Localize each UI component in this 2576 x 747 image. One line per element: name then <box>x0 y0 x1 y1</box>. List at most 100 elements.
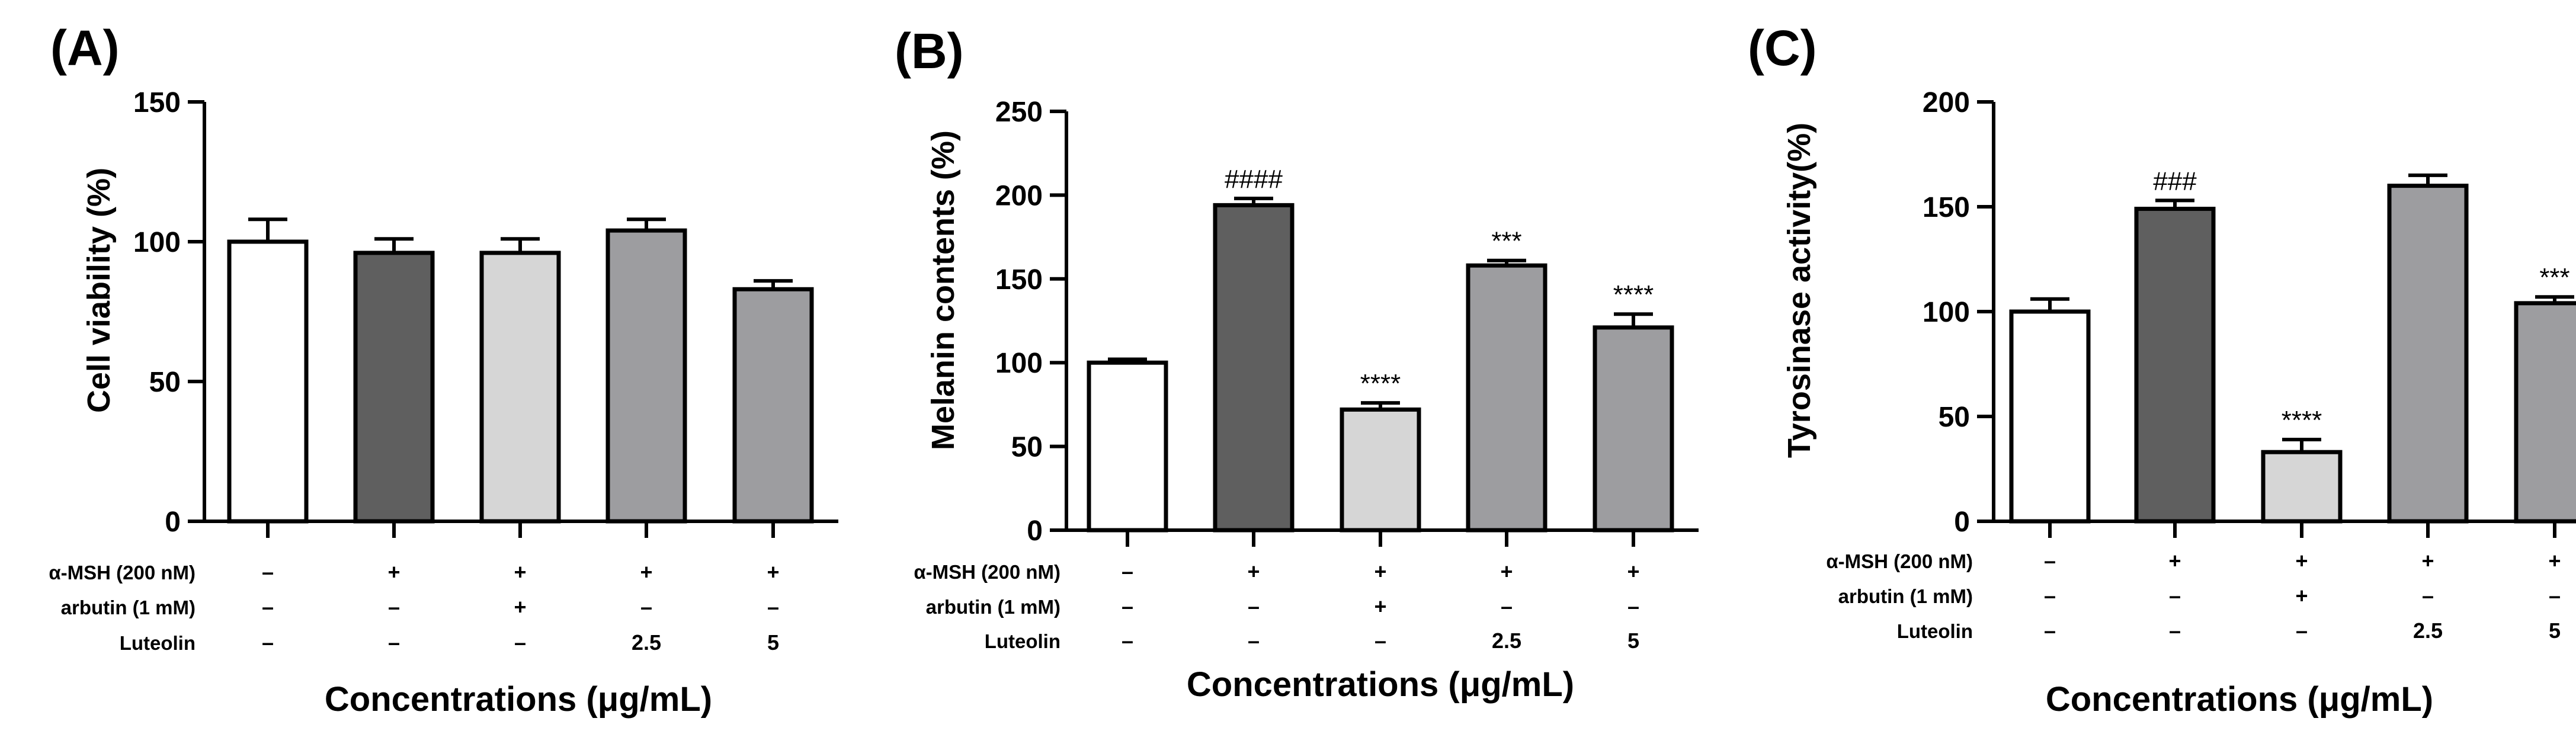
bar <box>353 251 435 524</box>
panel-c: (C) Tyrosinase activity(%) 0 50 100 150 200 ###… <box>1748 20 2576 719</box>
condition-cell: – <box>1122 559 1133 584</box>
significance-label: **** <box>2282 406 2322 435</box>
condition-cell: – <box>2169 584 2181 608</box>
bar <box>2261 450 2343 524</box>
condition-cell: + <box>1374 559 1386 584</box>
panel-label: (C) <box>1748 20 1817 76</box>
condition-cell: – <box>262 595 274 619</box>
y-tick-label: 150 <box>995 264 1043 296</box>
condition-cell: – <box>1122 629 1133 653</box>
condition-cell: – <box>1501 594 1513 618</box>
y-tick-label: 200 <box>995 180 1043 211</box>
condition-cell: – <box>2296 618 2308 643</box>
condition-cell: + <box>387 560 400 584</box>
condition-cell: + <box>1374 594 1386 618</box>
bar <box>1466 263 1547 533</box>
condition-cell: – <box>2549 584 2561 608</box>
condition-cell: + <box>2295 549 2308 573</box>
condition-row-label: Luteolin <box>985 630 1060 652</box>
condition-row-label: α-MSH (200 nM) <box>914 561 1060 583</box>
condition-cell: – <box>2169 618 2181 643</box>
y-tick-label: 100 <box>133 227 181 258</box>
bar <box>2134 207 2216 524</box>
y-tick-label: 250 <box>995 97 1043 128</box>
significance-label: #### <box>1225 165 1283 194</box>
condition-cell: – <box>1122 594 1133 618</box>
bar <box>1213 203 1295 533</box>
condition-cell: – <box>262 560 274 584</box>
y-tick-label: 50 <box>1011 432 1043 463</box>
condition-cell: – <box>2044 618 2056 643</box>
condition-cell: 2.5 <box>1492 629 1521 653</box>
bar <box>479 251 561 524</box>
condition-cell: 5 <box>767 630 779 655</box>
condition-cell: + <box>2168 549 2181 573</box>
condition-row-label: α-MSH (200 nM) <box>49 562 196 584</box>
condition-cell: 5 <box>2549 618 2561 643</box>
condition-cell: – <box>2044 549 2056 573</box>
bar <box>2514 301 2576 524</box>
y-axis-label: Tyrosinase activity(%) <box>1782 123 1817 458</box>
condition-cell: – <box>2422 584 2434 608</box>
condition-cell: – <box>1374 629 1386 653</box>
condition-row-label: arbutin (1 mM) <box>1838 585 1973 607</box>
y-tick-label: 50 <box>1939 402 1970 433</box>
condition-cell: – <box>767 595 779 619</box>
bar <box>1340 407 1421 533</box>
bar <box>2387 184 2469 524</box>
condition-cell: – <box>388 630 400 655</box>
condition-row-label: α-MSH (200 nM) <box>1826 550 1973 572</box>
y-tick-label: 50 <box>149 367 181 398</box>
condition-row-label: arbutin (1 mM) <box>61 597 196 618</box>
condition-cell: – <box>1627 594 1639 618</box>
y-tick-label: 200 <box>1923 87 1970 118</box>
condition-cell: – <box>2044 584 2056 608</box>
condition-cell: + <box>640 560 652 584</box>
bar <box>732 287 814 524</box>
panel-label: (B) <box>895 23 964 79</box>
significance-label: **** <box>1360 369 1401 398</box>
condition-row-label: Luteolin <box>120 632 196 654</box>
condition-cell: + <box>2295 584 2308 608</box>
condition-cell: – <box>262 630 274 655</box>
x-axis-label: Concentrations (μg/mL) <box>2046 680 2433 719</box>
condition-row-label: Luteolin <box>1897 620 1973 642</box>
y-tick-label: 150 <box>1923 192 1970 223</box>
condition-cell: – <box>388 595 400 619</box>
y-axis-label: Cell viability (%) <box>81 168 117 413</box>
condition-row-label: arbutin (1 mM) <box>926 596 1060 618</box>
condition-cell: 5 <box>1627 629 1639 653</box>
bar <box>605 228 687 524</box>
condition-cell: + <box>1247 559 1260 584</box>
condition-cell: – <box>1248 594 1260 618</box>
condition-cell: + <box>2548 549 2561 573</box>
condition-cell: + <box>1500 559 1513 584</box>
condition-cell: + <box>514 560 526 584</box>
condition-cell: – <box>1248 629 1260 653</box>
bar <box>2009 309 2091 524</box>
significance-label: ### <box>2153 166 2197 195</box>
condition-cell: + <box>1627 559 1639 584</box>
significance-label: **** <box>1613 280 1654 309</box>
bar <box>227 239 309 524</box>
y-tick-label: 150 <box>133 87 181 118</box>
panel-b: (B) Melanin contents (%) 0 50 100 150 200 250 ##… <box>895 23 1699 704</box>
x-axis-label: Concentrations (μg/mL) <box>325 680 712 719</box>
condition-cell: + <box>514 595 526 619</box>
y-tick-label: 100 <box>995 348 1043 379</box>
condition-cell: 2.5 <box>2413 618 2443 643</box>
panel-a: (A) Cell viability (%) 0 50 100 150 α-MSH (200… <box>49 20 838 719</box>
panel-label: (A) <box>50 20 120 76</box>
condition-cell: – <box>640 595 652 619</box>
condition-cell: – <box>514 630 526 655</box>
condition-cell: 2.5 <box>632 630 661 655</box>
y-tick-label: 0 <box>165 506 181 538</box>
y-tick-label: 0 <box>1027 515 1043 547</box>
significance-label: *** <box>1491 227 1521 256</box>
condition-cell: + <box>2421 549 2434 573</box>
condition-cell: + <box>767 560 779 584</box>
y-tick-label: 0 <box>1954 506 1970 538</box>
y-tick-label: 100 <box>1923 297 1970 328</box>
y-axis-label: Melanin contents (%) <box>925 130 961 450</box>
